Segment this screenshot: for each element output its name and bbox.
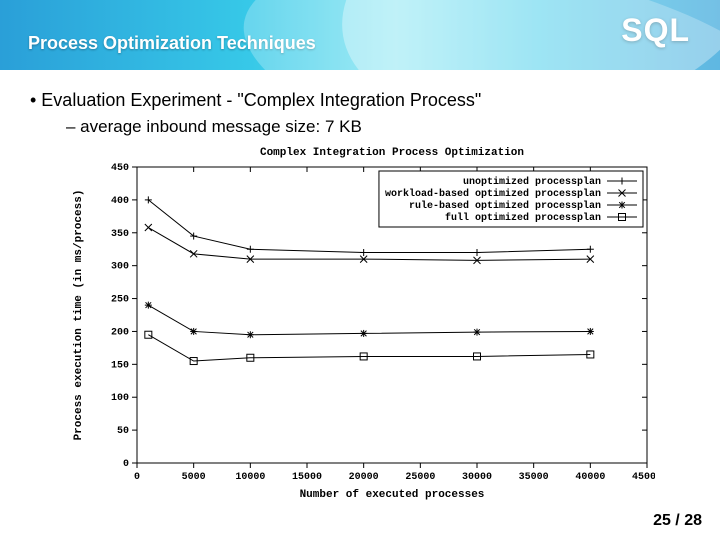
header-banner: Process Optimization Techniques SQL [0,0,720,70]
svg-text:30000: 30000 [462,472,492,483]
svg-text:25000: 25000 [405,472,435,483]
slide-body: • Evaluation Experiment - "Complex Integ… [0,70,720,503]
svg-text:0: 0 [134,472,140,483]
page-total: 28 [684,512,702,529]
svg-text:400: 400 [111,196,129,207]
svg-text:Process execution time (in ms/: Process execution time (in ms/process) [73,190,85,441]
svg-text:40000: 40000 [575,472,605,483]
svg-text:100: 100 [111,393,129,404]
svg-text:300: 300 [111,262,129,273]
logo-text: SQL [621,12,690,49]
svg-text:Complex Integration Process Op: Complex Integration Process Optimization [260,147,524,159]
svg-text:50: 50 [117,426,129,437]
svg-text:workload-based optimized proce: workload-based optimized processplan [385,188,601,200]
slide-title: Process Optimization Techniques [28,33,316,54]
page-sep: / [671,512,684,529]
svg-text:unoptimized processplan: unoptimized processplan [463,176,601,188]
svg-text:350: 350 [111,229,129,240]
page-current: 25 [653,512,671,529]
svg-text:Number of executed processes: Number of executed processes [300,489,485,501]
bullet-level-2: – average inbound message size: 7 KB [66,117,690,137]
page-number: 25 / 28 [653,512,702,530]
svg-text:150: 150 [111,360,129,371]
svg-text:rule-based optimized processpl: rule-based optimized processplan [409,200,601,212]
svg-text:10000: 10000 [235,472,265,483]
svg-text:15000: 15000 [292,472,322,483]
svg-text:0: 0 [123,459,129,470]
bullet-level-1: • Evaluation Experiment - "Complex Integ… [30,90,690,111]
svg-text:35000: 35000 [519,472,549,483]
svg-text:45000: 45000 [632,472,655,483]
line-chart: Complex Integration Process Optimization… [65,143,655,503]
chart-container: Complex Integration Process Optimization… [30,143,690,503]
svg-text:full optimized processplan: full optimized processplan [445,212,601,224]
svg-text:450: 450 [111,163,129,174]
svg-text:20000: 20000 [349,472,379,483]
svg-text:200: 200 [111,327,129,338]
svg-text:5000: 5000 [182,472,206,483]
svg-text:250: 250 [111,295,129,306]
